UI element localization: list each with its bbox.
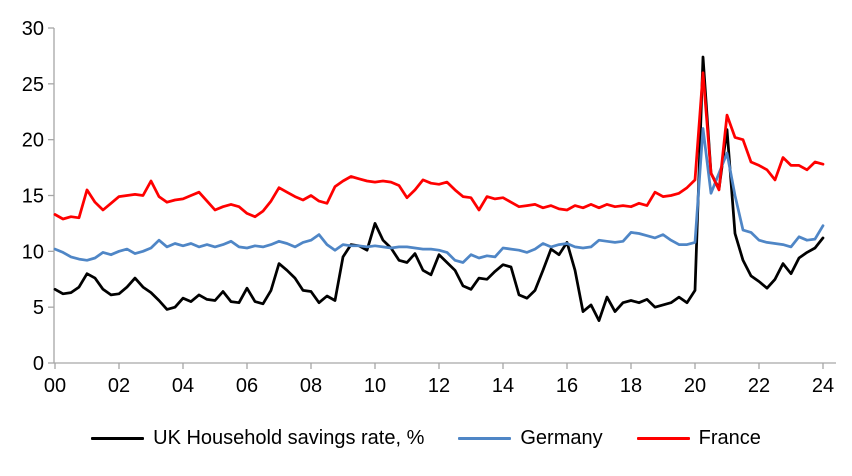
legend-label-uk: UK Household savings rate, % [153,427,425,449]
chart-legend: UK Household savings rate, % Germany Fra… [0,428,852,448]
legend-item-uk: UK Household savings rate, % [91,428,424,448]
x-tick-label: 12 [428,375,450,397]
series-line-germany [53,127,825,264]
savings-chart: 0 5 10 15 20 25 30 00 02 04 06 08 10 12 14 16 18 20 22 24 [22,18,836,397]
x-tick-label: 00 [44,375,66,397]
y-tick-label: 15 [22,186,44,208]
y-tick-label: 30 [22,18,44,40]
france-line-swatch [636,436,690,440]
y-tick-label: 5 [33,297,44,319]
x-tick-label: 22 [748,375,770,397]
legend-item-france: France [636,427,761,449]
legend-label-france: France [698,427,761,449]
x-tick-label: 02 [108,375,130,397]
series-line-france [53,71,825,221]
x-tick-label: 24 [812,375,834,397]
y-tick-label: 0 [33,353,44,375]
y-tick-label: 25 [22,74,44,96]
legend-item-germany: Germany [458,427,603,449]
x-tick-label: 14 [492,375,514,397]
x-tick-label: 20 [684,375,706,397]
y-tick-label: 20 [22,130,44,152]
legend-label-germany: Germany [520,427,603,449]
germany-line-swatch [458,436,512,440]
uk-line-swatch [91,436,145,440]
x-tick-label: 08 [300,375,322,397]
series-line-uk [53,55,825,322]
x-tick-label: 06 [236,375,258,397]
x-tick-label: 18 [620,375,642,397]
x-tick-label: 10 [364,375,386,397]
y-tick-label: 10 [22,241,44,263]
x-tick-label: 04 [172,375,194,397]
x-tick-label: 16 [556,375,578,397]
